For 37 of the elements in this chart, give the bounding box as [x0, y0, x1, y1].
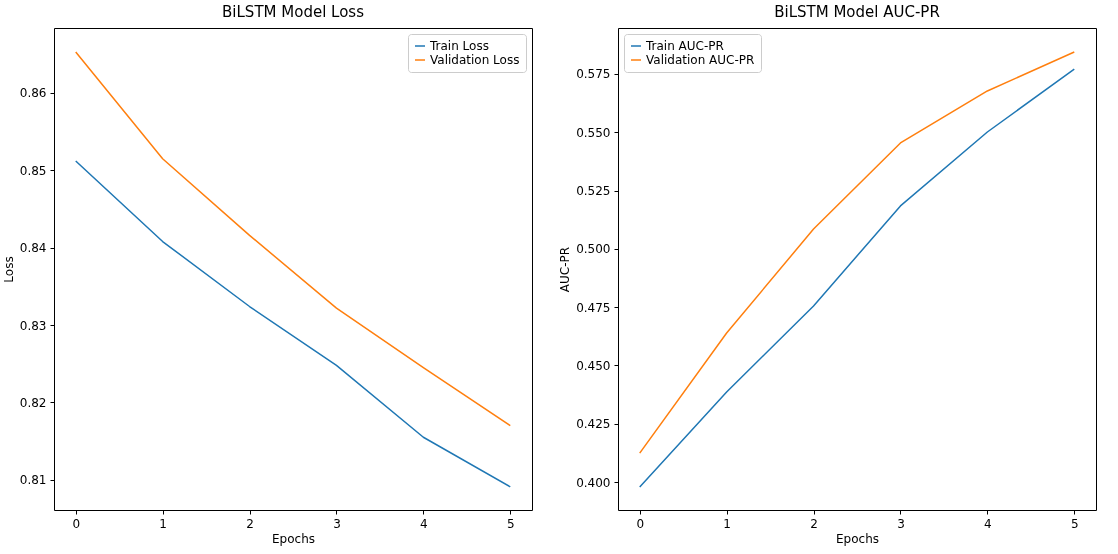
- line-series: [74, 160, 512, 488]
- y-tick-label: 0.475: [576, 300, 611, 315]
- legend-label: Validation Loss: [430, 53, 520, 67]
- x-tick-label: 3: [897, 516, 905, 531]
- x-tick-label: 2: [810, 516, 818, 531]
- chart-title: BiLSTM Model Loss: [222, 3, 365, 21]
- x-tick-label: 3: [333, 516, 341, 531]
- legend-label: Train AUC-PR: [645, 39, 724, 53]
- y-tick-label: 0.425: [576, 417, 611, 432]
- legend-label: Train Loss: [429, 39, 489, 53]
- y-tick-label: 0.83: [19, 318, 47, 333]
- y-tick-label: 0.500: [576, 242, 611, 257]
- x-tick-label: 0: [636, 516, 645, 531]
- y-tick-label: 0.85: [19, 163, 47, 178]
- y-tick-label: 0.82: [19, 395, 47, 410]
- y-tick-label: 0.400: [576, 475, 611, 490]
- x-tick-label: 5: [1070, 516, 1079, 531]
- x-axis-title: Epochs: [836, 531, 879, 546]
- y-tick-label: 0.81: [19, 473, 47, 488]
- x-tick-label: 1: [159, 516, 167, 531]
- legend-label: Validation AUC-PR: [646, 53, 755, 67]
- y-axis-title: Loss: [1, 256, 16, 283]
- y-tick-label: 0.84: [19, 241, 47, 256]
- x-tick-label: 2: [246, 516, 254, 531]
- x-tick-label: 5: [506, 516, 515, 531]
- y-tick-label: 0.550: [576, 125, 611, 140]
- y-axis-title: AUC-PR: [558, 246, 573, 293]
- y-tick-label: 0.525: [576, 184, 611, 199]
- y-tick-label: 0.450: [576, 358, 611, 373]
- x-axis-title: Epochs: [272, 531, 315, 546]
- x-tick-label: 4: [984, 516, 992, 531]
- chart-title: BiLSTM Model AUC-PR: [774, 3, 940, 21]
- x-tick-label: 0: [72, 516, 81, 531]
- x-tick-label: 1: [723, 516, 731, 531]
- x-tick-label: 4: [420, 516, 428, 531]
- y-tick-label: 0.86: [19, 86, 47, 101]
- y-tick-label: 0.575: [576, 67, 611, 82]
